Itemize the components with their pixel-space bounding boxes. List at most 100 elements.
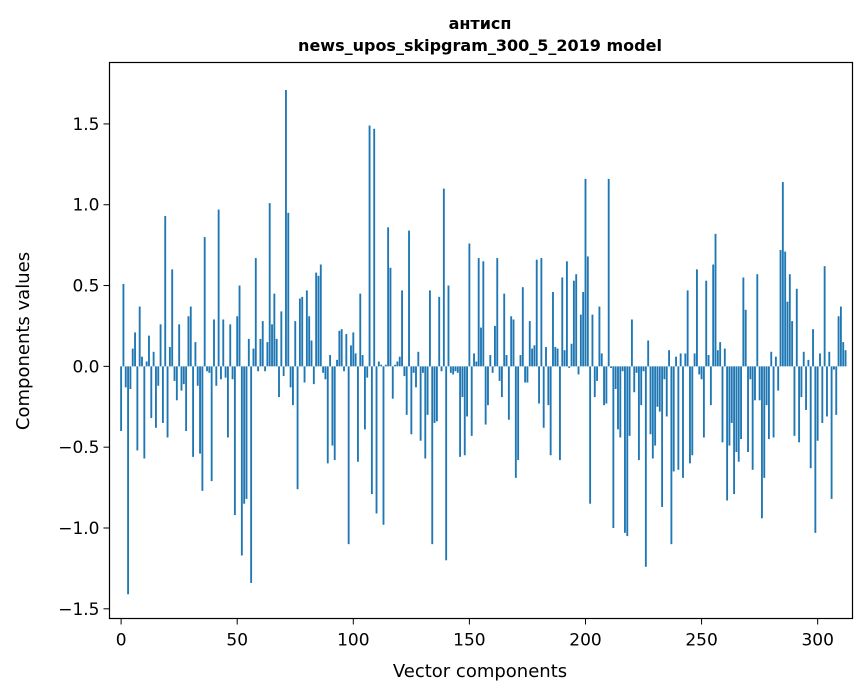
bar-270 — [747, 366, 749, 453]
bar-178 — [533, 345, 536, 367]
x-tick-label: 150 — [453, 631, 485, 651]
bar-68 — [278, 366, 280, 398]
bar-141 — [447, 285, 450, 367]
bar-118 — [394, 364, 397, 367]
bar-306 — [830, 366, 833, 499]
x-tick-label: 300 — [801, 631, 833, 651]
bar-144 — [454, 366, 457, 372]
y-tick-label: 0.5 — [72, 277, 99, 297]
bar-268 — [742, 277, 745, 367]
bar-234 — [663, 366, 666, 380]
bar-222 — [635, 366, 638, 373]
bar-208 — [603, 366, 605, 406]
bar-175 — [526, 366, 529, 383]
bar-45 — [224, 366, 227, 378]
bar-254 — [709, 366, 712, 406]
bar-27 — [182, 366, 185, 385]
chart-title-line-1: антисп — [449, 14, 512, 33]
bar-85 — [317, 275, 320, 367]
bar-18 — [161, 366, 164, 423]
bar-71 — [285, 89, 287, 367]
bar-312 — [844, 350, 847, 367]
bar-35 — [201, 366, 204, 491]
bar-30 — [189, 306, 192, 367]
bar-226 — [644, 366, 647, 567]
bar-206 — [598, 306, 601, 367]
bar-195 — [572, 280, 575, 367]
bar-39 — [210, 366, 213, 482]
bar-303 — [823, 266, 826, 367]
bar-307 — [833, 366, 835, 370]
bar-219 — [628, 366, 631, 436]
bar-227 — [647, 340, 650, 367]
bar-262 — [728, 366, 731, 446]
bar-114 — [384, 364, 387, 367]
bar-28 — [185, 366, 188, 432]
x-tick-label: 250 — [685, 631, 717, 651]
bar-133 — [428, 290, 431, 367]
bar-292 — [798, 366, 801, 443]
bar-191 — [563, 350, 566, 367]
bar-102 — [357, 366, 359, 462]
x-axis-label: Vector components — [393, 661, 567, 682]
bar-275 — [758, 366, 761, 401]
bar-223 — [637, 366, 640, 461]
bar-79 — [303, 366, 306, 383]
bar-203 — [591, 314, 594, 367]
bar-180 — [538, 366, 540, 404]
bar-149 — [466, 366, 468, 417]
bar-243 — [684, 353, 687, 367]
bar-36 — [203, 237, 206, 367]
bar-173 — [521, 287, 524, 367]
bar-298 — [812, 329, 814, 367]
bar-212 — [612, 366, 615, 528]
bar-274 — [756, 274, 759, 367]
bar-186 — [552, 292, 554, 367]
bar-63 — [266, 342, 269, 367]
bar-278 — [765, 366, 768, 406]
bar-182 — [542, 366, 545, 428]
bar-126 — [412, 366, 415, 373]
bar-179 — [535, 259, 538, 367]
bar-123 — [405, 366, 408, 415]
bar-38 — [208, 366, 211, 373]
bar-20 — [166, 366, 169, 438]
bar-64 — [268, 203, 271, 367]
bar-249 — [698, 366, 701, 375]
bar-143 — [452, 366, 455, 375]
bar-237 — [670, 366, 673, 545]
bar-52 — [240, 366, 243, 556]
bar-59 — [257, 366, 260, 372]
bar-3 — [127, 366, 130, 595]
bar-60 — [259, 338, 262, 367]
y-tick-label: 1.0 — [72, 196, 99, 216]
bar-0 — [120, 366, 123, 432]
bar-10 — [143, 366, 146, 459]
bar-2 — [124, 366, 127, 388]
y-tick-label: 1.5 — [72, 115, 99, 135]
bar-271 — [749, 366, 752, 380]
bar-12 — [148, 335, 150, 367]
bar-293 — [800, 366, 803, 398]
bar-156 — [482, 261, 485, 367]
x-tick-label: 0 — [116, 631, 127, 651]
bar-231 — [656, 366, 659, 407]
bar-94 — [338, 330, 341, 367]
bar-127 — [415, 366, 417, 388]
bar-309 — [837, 316, 840, 367]
chart-title-line-2: news_upos_skipgram_300_5_2019 model — [298, 36, 662, 55]
bar-202 — [589, 366, 592, 504]
bar-214 — [617, 366, 619, 430]
bar-50 — [236, 316, 239, 367]
bar-185 — [549, 366, 552, 456]
bar-37 — [206, 366, 208, 372]
bar-151 — [470, 366, 473, 436]
bar-272 — [751, 366, 754, 470]
bar-295 — [805, 366, 807, 410]
bar-130 — [422, 366, 424, 373]
bar-119 — [396, 361, 399, 367]
bar-32 — [194, 342, 197, 367]
bar-51 — [238, 285, 241, 367]
bar-265 — [735, 366, 738, 453]
